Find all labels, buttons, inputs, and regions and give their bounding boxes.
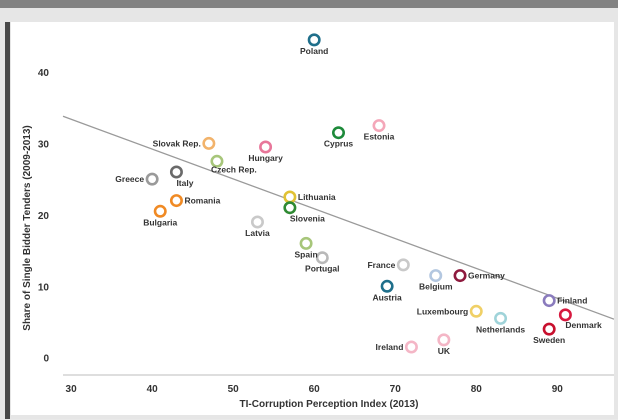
point-label: Romania xyxy=(184,196,220,206)
point-labels-group: Poland Slovak Rep. Hungary Cyprus Estonia Gre… xyxy=(115,46,602,356)
point-label: Portugal xyxy=(305,264,339,274)
data-point xyxy=(307,33,321,47)
y-tick-label: 10 xyxy=(38,282,50,293)
x-tick-label: 30 xyxy=(66,384,78,395)
point-label: Finland xyxy=(557,296,587,306)
axes: 30 40 50 60 70 80 90 0 10 20 30 40 xyxy=(38,68,614,395)
data-point xyxy=(202,136,216,150)
point-label: Hungary xyxy=(248,153,283,163)
data-point xyxy=(315,251,329,265)
data-point xyxy=(542,322,556,336)
left-border-rule xyxy=(5,22,10,419)
point-label: Denmark xyxy=(565,320,602,330)
point-label: UK xyxy=(438,346,451,356)
point-label: Poland xyxy=(300,46,328,56)
data-point xyxy=(380,279,394,293)
data-point xyxy=(396,258,410,272)
point-label: Latvia xyxy=(245,228,270,238)
data-point xyxy=(429,269,443,283)
figure-caption-strip xyxy=(0,0,618,8)
data-point xyxy=(494,311,508,325)
y-axis-label: Share of Single Bidder Tenders (2009-201… xyxy=(22,125,33,330)
x-axis-label: TI-Corruption Perception Index (2013) xyxy=(240,399,419,410)
point-label: Bulgaria xyxy=(143,217,177,227)
data-point xyxy=(404,340,418,354)
data-point xyxy=(153,204,167,218)
point-label: Slovak Rep. xyxy=(153,138,201,148)
data-point xyxy=(542,294,556,308)
x-tick-label: 80 xyxy=(471,384,483,395)
data-point xyxy=(331,126,345,140)
point-label: Lithuania xyxy=(298,192,336,202)
data-point xyxy=(453,269,467,283)
scatter-chart: Share of Single Bidder Tenders (2009-201… xyxy=(22,33,615,410)
x-tick-label: 50 xyxy=(228,384,240,395)
data-point xyxy=(469,304,483,318)
x-tick-label: 60 xyxy=(309,384,321,395)
data-point xyxy=(250,215,264,229)
chart-panel: Share of Single Bidder Tenders (2009-201… xyxy=(11,22,615,415)
y-axis-title-group: Share of Single Bidder Tenders (2009-201… xyxy=(22,125,33,330)
point-label: Cyprus xyxy=(324,139,354,149)
data-point xyxy=(437,333,451,347)
point-label: Czech Rep. xyxy=(211,164,257,174)
trend-line xyxy=(62,115,615,320)
x-tick-label: 90 xyxy=(552,384,564,395)
x-tick-label: 40 xyxy=(147,384,159,395)
data-point xyxy=(299,236,313,250)
y-tick-label: 40 xyxy=(38,68,50,79)
point-label: Germany xyxy=(468,271,505,281)
y-tick-label: 30 xyxy=(38,139,50,150)
point-label: Luxembourg xyxy=(417,306,468,316)
point-label: Slovenia xyxy=(290,214,325,224)
x-tick-label: 70 xyxy=(390,384,402,395)
data-point xyxy=(558,308,572,322)
data-point xyxy=(169,194,183,208)
data-point xyxy=(145,172,159,186)
point-label: Estonia xyxy=(364,132,395,142)
point-label: Italy xyxy=(176,178,193,188)
point-label: Sweden xyxy=(533,335,565,345)
point-label: France xyxy=(367,260,395,270)
data-point xyxy=(283,201,297,215)
trend-line-group xyxy=(62,115,615,320)
point-label: Greece xyxy=(115,174,144,184)
point-label: Austria xyxy=(372,292,402,302)
point-label: Belgium xyxy=(419,282,453,292)
data-point xyxy=(210,154,224,168)
y-tick-label: 0 xyxy=(43,354,49,365)
y-tick-label: 20 xyxy=(38,211,50,222)
data-point xyxy=(283,190,297,204)
data-point xyxy=(169,165,183,179)
point-label: Netherlands xyxy=(476,324,525,334)
points-group xyxy=(145,33,572,354)
data-point xyxy=(372,119,386,133)
point-label: Spain xyxy=(295,249,318,259)
data-point xyxy=(259,140,273,154)
point-label: Ireland xyxy=(376,342,404,352)
